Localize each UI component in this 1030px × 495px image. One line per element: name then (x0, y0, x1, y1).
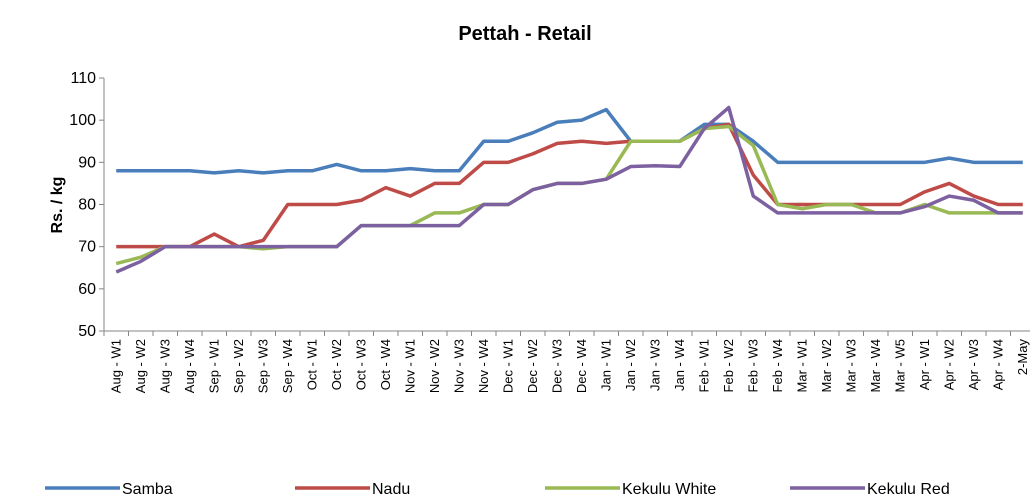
x-tick-label: Dec - W3 (549, 339, 564, 393)
x-tick-label: 2-May (1015, 339, 1030, 376)
legend-label: Nadu (372, 481, 410, 495)
x-tick-label: Mar - W4 (868, 339, 883, 392)
x-tick-label: Sep - W3 (255, 339, 270, 393)
y-tick-label: 60 (78, 281, 96, 298)
x-tick-label: Oct - W4 (378, 339, 393, 390)
x-tick-label: Nov - W1 (402, 339, 417, 393)
x-tick-label: Feb - W3 (745, 339, 760, 392)
x-tick-label: Sep - W2 (231, 339, 246, 393)
series-line (115, 105, 1023, 274)
x-tick-label: Mar - W3 (843, 339, 858, 392)
x-tick-label: Jan - W1 (598, 339, 613, 391)
x-tick-label: Nov - W2 (427, 339, 442, 393)
x-tick-label: Aug - W4 (182, 339, 197, 393)
chart-title: Pettah - Retail (458, 23, 591, 45)
x-tick-label: Nov - W3 (451, 339, 466, 393)
x-tick-label: Apr - W4 (990, 339, 1005, 390)
x-tick-label: Apr - W2 (941, 339, 956, 390)
x-tick-label: Oct - W3 (353, 339, 368, 390)
x-tick-label: Sep - W1 (206, 339, 221, 393)
y-axis-label: Rs. / kg (49, 177, 66, 234)
x-tick-label: Dec - W4 (574, 339, 589, 393)
y-tick-label: 110 (70, 70, 96, 87)
x-tick-label: Sep - W4 (280, 339, 295, 393)
y-tick-label: 80 (78, 197, 96, 214)
series-line (116, 122, 1023, 249)
y-tick-label: 50 (78, 323, 96, 340)
series-line (116, 107, 1023, 175)
x-tick-label: Dec - W1 (500, 339, 515, 393)
y-tick-label: 90 (78, 154, 96, 171)
x-tick-label: Oct - W2 (329, 339, 344, 390)
x-tick-label: Dec - W2 (525, 339, 540, 393)
x-tick-label: Feb - W4 (770, 339, 785, 392)
x-tick-label: Jan - W3 (647, 339, 662, 391)
x-tick-label: Oct - W1 (304, 339, 319, 390)
x-tick-label: Jan - W4 (672, 339, 687, 391)
x-tick-label: Nov - W4 (476, 339, 491, 393)
x-tick-label: Mar - W5 (892, 339, 907, 392)
y-tick-label: 70 (78, 239, 96, 256)
x-tick-label: Feb - W1 (696, 339, 711, 392)
x-tick-label: Apr - W1 (917, 339, 932, 390)
x-tick-label: Mar - W1 (794, 339, 809, 392)
x-tick-label: Jan - W2 (623, 339, 638, 391)
x-tick-label: Aug - W2 (133, 339, 148, 393)
x-tick-label: Mar - W2 (819, 339, 834, 392)
y-tick-label: 100 (69, 112, 96, 129)
x-tick-label: Aug - W1 (108, 339, 123, 393)
x-tick-label: Apr - W3 (966, 339, 981, 390)
x-tick-label: Aug - W3 (157, 339, 172, 393)
legend-label: Kekulu Red (867, 481, 950, 495)
legend-label: Samba (122, 481, 173, 495)
x-tick-label: Feb - W2 (721, 339, 736, 392)
legend-label: Kekulu White (622, 481, 716, 495)
